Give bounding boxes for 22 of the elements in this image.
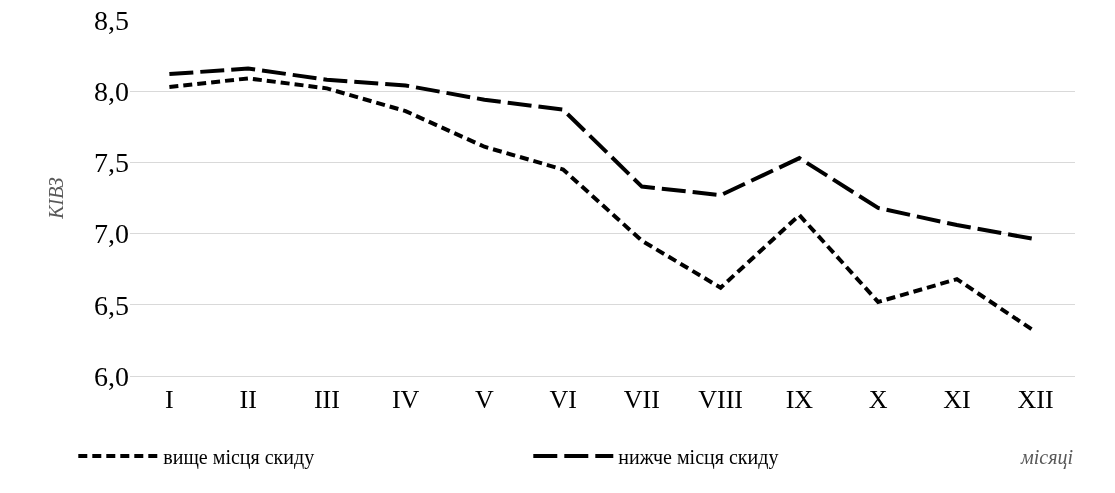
y-tick-label: 8,5 bbox=[94, 4, 129, 36]
x-tick-label: II bbox=[239, 385, 257, 415]
x-tick-label: III bbox=[313, 385, 340, 415]
y-tick-label: 6,5 bbox=[94, 289, 129, 321]
x-tick-label: IX bbox=[785, 385, 814, 415]
x-tick-label: X bbox=[868, 385, 888, 415]
y-tick-label: 7,5 bbox=[94, 147, 129, 179]
legend-label: вище місця скиду bbox=[163, 445, 315, 469]
x-tick-label: VIII bbox=[698, 385, 744, 415]
legend-label: нижче місця скиду bbox=[618, 445, 779, 469]
x-tick-label: I bbox=[165, 385, 174, 415]
x-tick-label: IV bbox=[391, 385, 420, 415]
y-tick-label: 8,0 bbox=[94, 76, 129, 107]
y-tick-label: 6,0 bbox=[94, 360, 129, 392]
x-axis-title: місяці bbox=[1020, 446, 1074, 469]
x-tick-label: VI bbox=[549, 385, 577, 415]
y-tick-label: 7,0 bbox=[94, 218, 129, 250]
x-tick-label: XII bbox=[1017, 385, 1054, 415]
x-tick-label: V bbox=[474, 385, 494, 415]
y-axis-title: КІВЗ bbox=[44, 177, 67, 220]
x-tick-label: XI bbox=[943, 385, 971, 415]
x-tick-label: VII bbox=[623, 385, 660, 415]
